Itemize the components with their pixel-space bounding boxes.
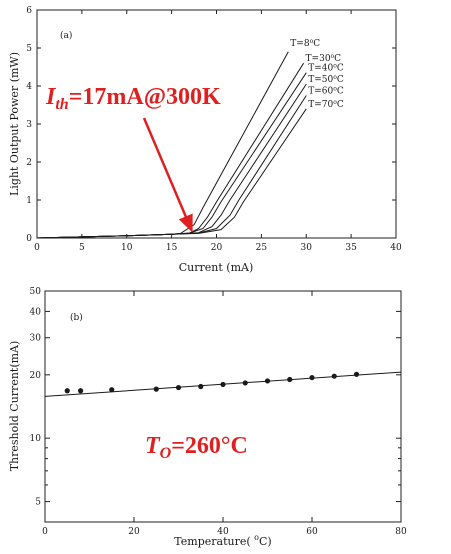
panel-a-xticks: 0 5 10 15 20 25 30 35 40: [34, 10, 402, 253]
panel-a-xtick-label: 35: [345, 243, 357, 253]
panel-b-data-point: [353, 371, 360, 377]
panel-a-curve-label-degree: o: [333, 99, 337, 106]
panel-a-frame: [36, 9, 397, 239]
panel-a-xtick-label: 0: [34, 243, 40, 253]
panel-a-xtick-label: 30: [301, 243, 313, 253]
panel-b-xtick-label: 60: [306, 527, 318, 537]
panel-a-xtick-label: 15: [166, 243, 178, 253]
panel-a-curve-label-degree: o: [333, 63, 337, 70]
panel-b-points: [64, 371, 360, 394]
panel-a-curve: [36, 51, 289, 239]
panel-b-data-point: [198, 383, 204, 390]
panel-a-curve-label-unit: C: [337, 64, 344, 74]
panel-b-ytick-label: 10: [30, 434, 42, 444]
panel-a-ytick-label: 1: [26, 196, 32, 206]
panel-b-xtick-label: 20: [128, 527, 140, 537]
panel-a-curve-label: T=60oC: [308, 86, 344, 97]
panel-a-curve-label-unit: C: [337, 100, 344, 110]
panel-a-ytick-label: 3: [26, 120, 32, 130]
panel-a-curve-label-value: T=70: [308, 100, 333, 110]
to-annotation-sub: O: [160, 445, 172, 462]
panel-a-ytick-label: 2: [26, 158, 32, 168]
threshold-annotation-sub: th: [55, 96, 68, 113]
panel-a-ytick-label: 6: [26, 6, 32, 16]
panel-b-data-point: [64, 388, 70, 394]
panel-a-curve-label-unit: C: [313, 39, 320, 49]
to-annotation-rest: =260°C: [171, 433, 248, 459]
panel-a-curve: [36, 95, 307, 239]
panel-a-curve-label: T=70oC: [308, 99, 344, 110]
panel-a-xlabel: Current (mA): [179, 261, 254, 274]
threshold-arrow: [142, 117, 193, 233]
panel-a-xtick-label: 5: [79, 243, 85, 253]
panel-a-curve-label-degree: o: [331, 53, 335, 60]
to-annotation-main: T: [145, 433, 161, 459]
panel-a-curve: [36, 108, 307, 239]
panel-b-xtick-label: 40: [217, 527, 229, 537]
panel-b-yticks: 5 10 20 30 40 50: [30, 287, 401, 523]
panel-a-curve-label-value: T=30: [306, 54, 331, 64]
panel-b-ytick-label: 30: [30, 334, 42, 344]
panel-b-data-point: [175, 384, 182, 391]
panel-b-frame: [44, 290, 402, 523]
threshold-annotation-rest: =17mA@300K: [69, 84, 221, 110]
panel-a-curve-label-value: T=40: [308, 64, 333, 74]
panel-a-curve-label-degree: o: [333, 86, 337, 93]
panel-b-ytick-label: 20: [30, 371, 42, 381]
panel-b-ytick-label: 5: [35, 498, 41, 508]
panel-a-curve-label: T=30oC: [306, 53, 342, 64]
panel-b-ytick-label: 50: [30, 287, 42, 297]
panel-a-xtick-label: 40: [390, 243, 402, 253]
threshold-annotation-text: Ith=17mA@300K: [45, 84, 221, 113]
panel-b-data-point: [78, 388, 84, 394]
panel-b-ytick-label: 40: [30, 307, 42, 317]
threshold-annotation-main: I: [45, 84, 57, 110]
panel-b-data-point: [153, 386, 159, 392]
panel-a-curve-label-unit: C: [337, 87, 344, 97]
panel-b-data-point: [264, 378, 271, 384]
panel-b: 5 10 20 30 40 50 0 20 40 60 80 (b) Temperature( o…: [8, 287, 407, 548]
panel-b-data-point: [242, 380, 248, 386]
panel-a-xtick-label: 25: [256, 243, 268, 253]
panel-a-xtick-label: 20: [211, 243, 223, 253]
panel-a-curve-label-degree: o: [333, 74, 337, 81]
panel-a-curve-label-unit: C: [337, 75, 344, 85]
panel-b-xticks: 0 20 40 60 80: [42, 291, 407, 537]
panel-a-label: (a): [60, 30, 72, 41]
panel-b-data-point: [220, 381, 226, 388]
panel-a-xtick-label: 10: [121, 243, 133, 253]
panel-b-data-point: [287, 376, 293, 383]
panel-a-ytick-label: 5: [26, 44, 32, 54]
panel-b-xlabel: Temperature( oC): [174, 533, 271, 548]
panel-a-curve-label: T=50oC: [308, 74, 344, 85]
panel-a-ylabel: Light Output Power (mW): [8, 52, 21, 196]
panel-a-ytick-label: 0: [26, 234, 32, 244]
panel-a-curve-label: T=40oC: [308, 63, 344, 74]
panel-a-curve-label-value: T=60: [308, 87, 333, 97]
panel-a-curve-label-unit: C: [334, 54, 341, 64]
panel-a-ytick-label: 4: [26, 82, 32, 92]
panel-b-xtick-label: 0: [42, 527, 48, 537]
panel-a-curve-label-value: T=50: [308, 75, 333, 85]
panel-a-curve-label-degree: o: [310, 38, 314, 45]
panel-b-data-point: [309, 374, 315, 381]
panel-b-label: (b): [70, 312, 83, 323]
to-annotation: TO=260°C: [145, 433, 248, 462]
panel-b-xlabel-sup: o: [254, 533, 259, 542]
panel-a-curves: [36, 51, 307, 239]
panel-b-data-point: [109, 387, 115, 393]
panel-a-yticks: 0 1 2 3 4 5 6: [26, 6, 396, 244]
panel-b-ylabel: Threshold Current(mA): [8, 341, 21, 472]
panel-b-data-point: [331, 373, 337, 379]
threshold-annotation: Ith=17mA@300K: [45, 84, 221, 233]
panel-b-xlabel-end: C): [259, 535, 272, 548]
panel-a-curve-label: T=8oC: [290, 38, 320, 49]
panel-b-xlabel-main: Temperature(: [174, 535, 254, 548]
panel-b-xtick-label: 80: [395, 527, 407, 537]
panel-a-curve-label-value: T=8: [290, 39, 310, 49]
